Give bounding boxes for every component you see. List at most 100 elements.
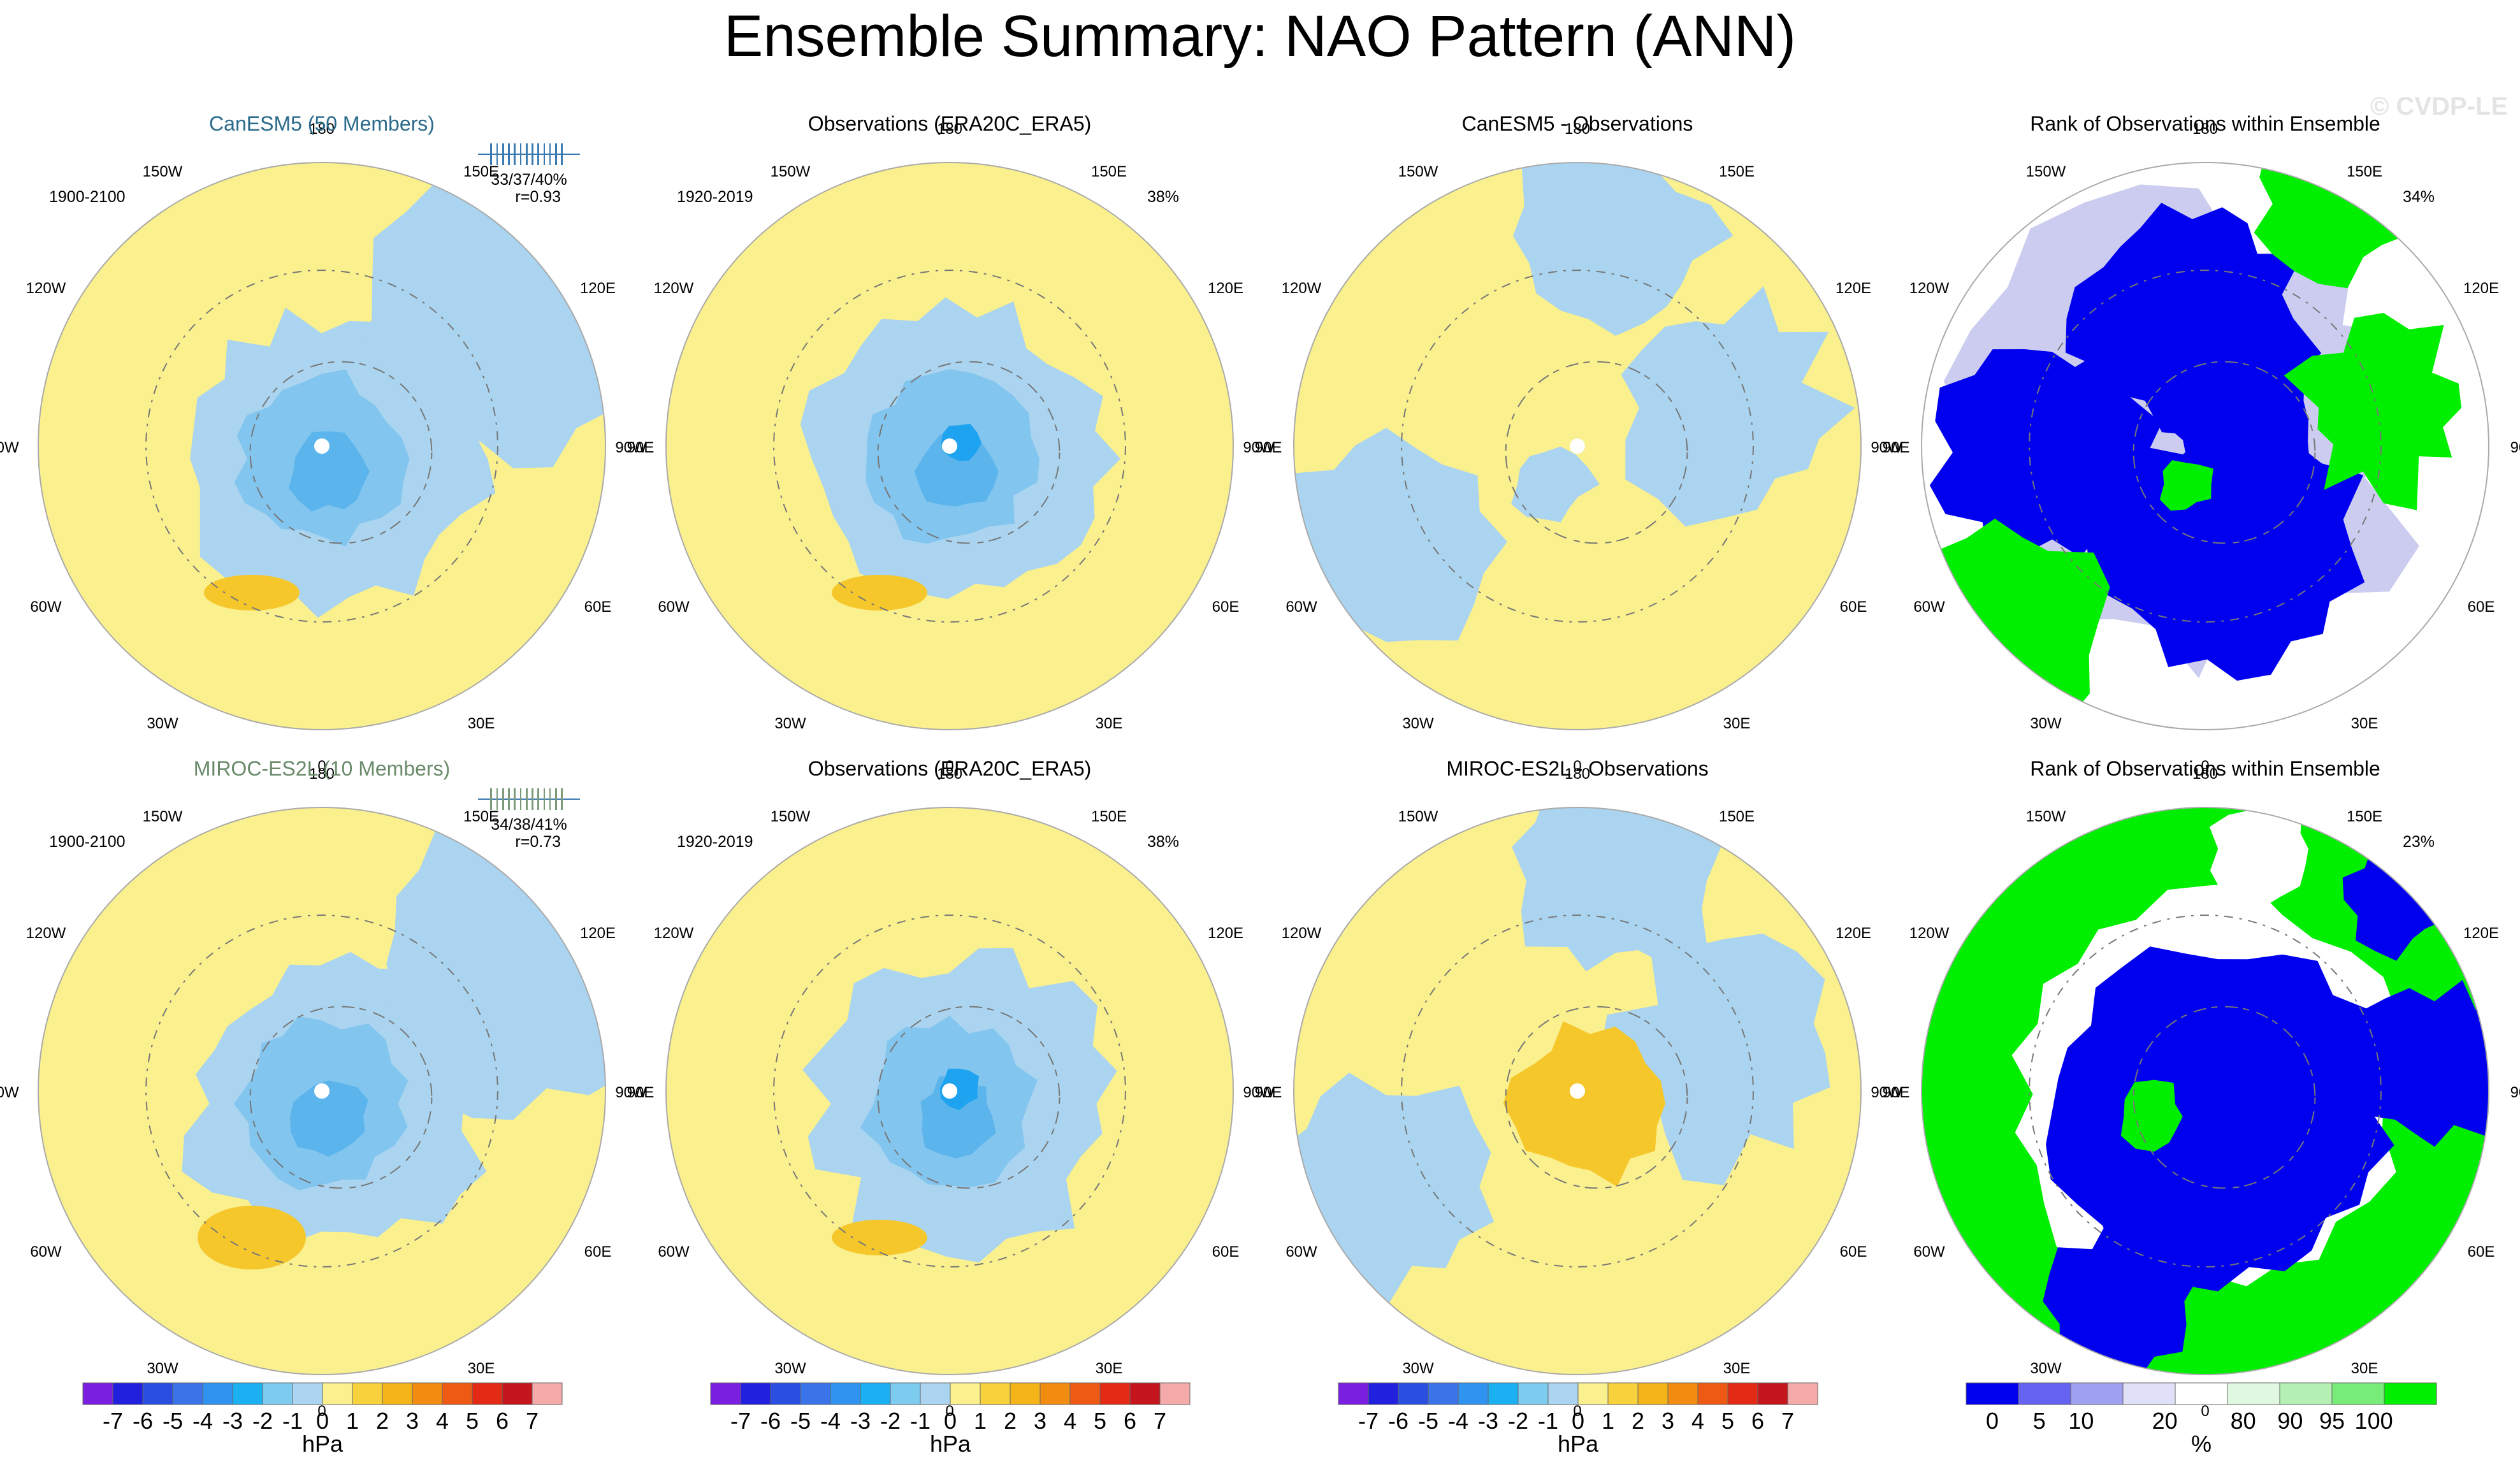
map-border [1921, 807, 2489, 1375]
colorbar-swatch [1368, 1382, 1399, 1405]
coastline [877, 1006, 1061, 1189]
lon-label: 150E [1719, 808, 1755, 825]
colorbar-swatch [1727, 1382, 1758, 1405]
lon-label: 180 [1565, 120, 1590, 138]
lon-label: 0 [1573, 1403, 1581, 1420]
panel-title: MIROC-ES2L (10 Members) [194, 757, 450, 780]
lon-label: 30E [1096, 1360, 1123, 1377]
lon-label: 120E [2463, 925, 2499, 942]
lon-label: 60W [1285, 1243, 1317, 1261]
main-title: Ensemble Summary: NAO Pattern (ANN) [724, 4, 1796, 69]
percent-variance: 23% [2403, 833, 2435, 851]
lon-label: 30W [2030, 715, 2062, 732]
lon-label: 150E [1091, 808, 1127, 825]
lon-label: 30E [2351, 715, 2379, 732]
lon-label: 120E [580, 280, 616, 297]
colorbar-swatch [1428, 1382, 1459, 1405]
coastline [2029, 270, 2382, 623]
coastline [145, 270, 498, 623]
lon-label: 120E [2463, 280, 2499, 297]
lon-label: 90E [2510, 439, 2520, 456]
colorbar-swatch [2070, 1382, 2124, 1405]
lon-label: 90E [627, 439, 655, 456]
lon-label: 90W [1871, 439, 1902, 456]
colorbar-swatch [82, 1382, 113, 1405]
colorbar-tick-label: -5 [163, 1408, 183, 1434]
coastline [2029, 914, 2382, 1268]
colorbar-swatch [950, 1382, 981, 1405]
colorbar-swatch [112, 1382, 143, 1405]
colorbar-tick-label: 6 [496, 1408, 509, 1434]
colorbar-tick-label: -4 [192, 1408, 213, 1434]
panel-title: CanESM5 - Observations [1462, 112, 1693, 135]
colorbar-swatch [172, 1382, 203, 1405]
colorbar-tick-label: 0 [1572, 1408, 1584, 1434]
panel-2: 180 150E 120E 90E 60E 30E 0 30W 60W 90W 120W 150W Ob… [615, 112, 1282, 775]
colorbar-tick-label: -7 [730, 1408, 751, 1434]
lon-label: 60W [658, 1243, 690, 1261]
lon-label: 60W [30, 598, 62, 616]
polar-map [1922, 163, 2489, 730]
rank-region [2159, 460, 2213, 511]
lon-label: 30E [468, 715, 495, 732]
watermark: © CVDP-LE [2370, 92, 2508, 120]
lon-label: 90W [1243, 1084, 1275, 1101]
colorbar-tick-label: 95 [2319, 1408, 2345, 1434]
colorbar-swatch [830, 1382, 861, 1405]
pattern-correlation: r=0.73 [515, 833, 561, 851]
colorbar-unit: % [2191, 1431, 2212, 1457]
north-pole-marker [1570, 1083, 1585, 1099]
coastline [1505, 361, 1688, 544]
ensemble-stats: 33/37/40% [491, 171, 567, 189]
lon-label: 30W [1402, 715, 1434, 732]
colorbar-swatch [2227, 1382, 2280, 1405]
percent-variance: 34% [2403, 188, 2435, 206]
lon-label: 150W [143, 163, 183, 180]
rank-region [2284, 313, 2462, 510]
panel-title: Rank of Observations within Ensemble [2030, 112, 2380, 135]
colorbar-swatch [1966, 1382, 2019, 1405]
lon-label: 0 [945, 1403, 953, 1420]
colorbar-swatch [770, 1382, 801, 1405]
colorbar-swatch [2122, 1382, 2176, 1405]
lon-label: 150W [771, 163, 811, 180]
colorbar-tick-label: 3 [1662, 1408, 1674, 1434]
rank-region [2160, 350, 2310, 495]
north-pole-marker [1570, 438, 1585, 454]
period-label: 1920-2019 [677, 833, 753, 851]
lon-label: 90E [1255, 1084, 1282, 1101]
colorbar-swatch [232, 1382, 263, 1405]
rank-region [2120, 1080, 2183, 1152]
percent-variance: 38% [1147, 833, 1179, 851]
lon-label: 180 [937, 120, 962, 138]
lon-label: 120E [1836, 925, 1871, 942]
colorbar-tick-label: -7 [103, 1408, 123, 1434]
north-pole-marker [942, 438, 957, 454]
colorbar-tick-label: 100 [2355, 1408, 2393, 1434]
colorbar-swatch [532, 1382, 563, 1405]
colorbar-unit: hPa [1558, 1431, 1599, 1457]
lon-label: 90W [0, 439, 19, 456]
colorbar-swatch [202, 1382, 233, 1405]
negative-anomaly [939, 1069, 980, 1111]
lon-label: 60W [30, 1243, 62, 1261]
colorbar-tick-label: 3 [1034, 1408, 1046, 1434]
colorbar-tick-label: 7 [1781, 1408, 1794, 1434]
colorbar-swatch [860, 1382, 891, 1405]
lon-label: 90E [627, 1084, 655, 1101]
lon-label: 60W [1913, 1243, 1945, 1261]
coastline [249, 1006, 433, 1189]
lon-label: 120E [1208, 925, 1243, 942]
lon-label: 0 [945, 758, 953, 775]
lon-label: 30E [1723, 1360, 1751, 1377]
colorbar-swatch [1069, 1382, 1101, 1405]
panel-title: Observations (ERA20C_ERA5) [808, 757, 1092, 780]
panel-7: 180 150E 120E 90E 60E 30E 0 30W 60W 90W 120W 150W MI… [1243, 757, 1909, 1420]
colorbar-tick-label: -3 [1478, 1408, 1498, 1434]
colorbar-swatch [2018, 1382, 2071, 1405]
positive-anomaly [198, 1206, 306, 1269]
lon-label: 30E [1096, 715, 1123, 732]
lon-label: 180 [309, 765, 335, 783]
colorbar-swatch [322, 1382, 353, 1405]
